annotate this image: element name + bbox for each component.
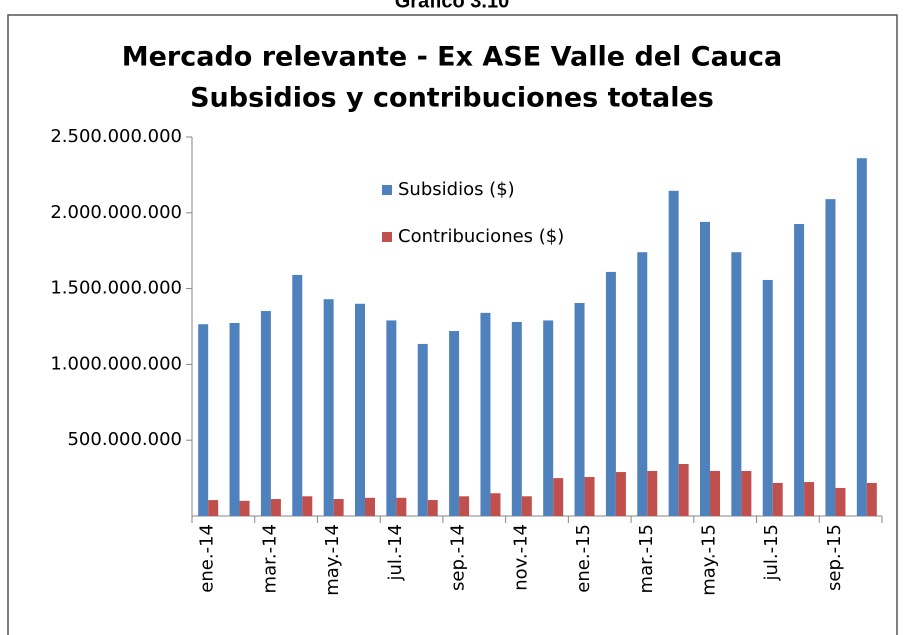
bar	[260, 311, 271, 516]
bar	[866, 482, 877, 516]
bar	[229, 323, 240, 516]
legend-swatch	[382, 232, 392, 242]
chart-subtitle: Subsidios y contribuciones totales	[190, 83, 714, 114]
bar	[198, 324, 209, 516]
y-tick-label: 2.500.000.000	[50, 126, 182, 147]
bar	[449, 331, 460, 516]
bar	[835, 487, 846, 516]
bar	[543, 320, 554, 516]
x-tick-label: may.-14	[322, 524, 343, 596]
bar	[574, 303, 585, 516]
bar	[584, 477, 595, 516]
bar	[355, 303, 365, 516]
bar	[804, 482, 815, 516]
legend-label: Contribuciones ($)	[398, 226, 564, 247]
bar	[323, 299, 334, 516]
bar	[825, 199, 836, 516]
bar	[427, 500, 438, 516]
bar	[700, 221, 710, 516]
x-tick-label: sep.-15	[824, 524, 845, 591]
caption: Gráfico 3.10	[395, 0, 510, 12]
y-tick-label: 500.000.000	[67, 429, 182, 450]
bar	[731, 252, 742, 516]
y-tick-label: 1.500.000.000	[50, 278, 182, 299]
bar	[239, 500, 250, 516]
bar	[741, 470, 752, 516]
bar	[647, 470, 658, 516]
y-tick-label: 1.000.000.000	[50, 353, 182, 374]
x-tick-label: nov.-14	[510, 524, 531, 591]
bar	[637, 252, 648, 516]
chart-frame	[7, 14, 898, 635]
x-tick-label: mar.-15	[636, 524, 657, 593]
bar	[521, 496, 532, 516]
bar	[856, 158, 867, 516]
bar	[386, 320, 397, 516]
y-tick-label: 2.000.000.000	[50, 202, 182, 223]
x-tick-label: jul.-14	[385, 524, 406, 582]
x-tick-label: may.-15	[699, 524, 720, 596]
bar	[772, 482, 783, 516]
bar	[270, 499, 281, 516]
x-tick-label: jul.-15	[761, 524, 782, 582]
bar	[668, 190, 679, 516]
bar	[396, 497, 407, 516]
bar	[292, 274, 303, 516]
x-tick-label: mar.-14	[259, 524, 280, 593]
legend-label: Subsidios ($)	[398, 179, 515, 200]
x-tick-label: sep.-14	[448, 524, 469, 591]
bar	[459, 496, 470, 516]
bar	[417, 343, 428, 516]
bar	[208, 500, 219, 516]
x-tick-label: ene.-14	[197, 524, 218, 593]
legend-swatch	[382, 185, 392, 195]
bar	[710, 470, 720, 516]
bar	[333, 499, 344, 516]
bar	[511, 321, 522, 516]
bar	[678, 464, 689, 516]
bar	[794, 224, 805, 516]
bar	[302, 496, 313, 516]
bar	[615, 472, 626, 516]
x-tick-label: ene.-15	[573, 524, 594, 593]
bar	[553, 478, 564, 516]
bar	[762, 279, 773, 516]
bar	[480, 312, 491, 516]
chart-title: Mercado relevante - Ex ASE Valle del Cau…	[122, 42, 783, 73]
bar	[605, 271, 616, 516]
bar	[365, 497, 375, 516]
bar	[490, 493, 501, 516]
